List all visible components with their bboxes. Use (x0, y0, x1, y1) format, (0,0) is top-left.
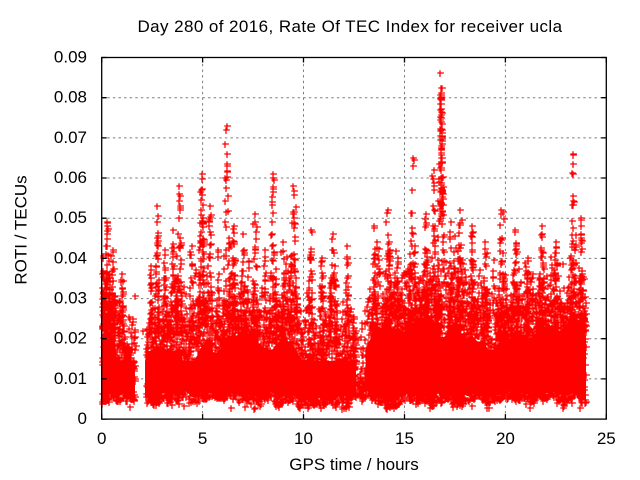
svg-text:0.02: 0.02 (54, 329, 87, 348)
svg-text:20: 20 (496, 429, 515, 448)
svg-text:0.04: 0.04 (54, 248, 87, 267)
svg-text:10: 10 (294, 429, 313, 448)
svg-text:ROTI / TECUs: ROTI / TECUs (12, 175, 31, 284)
svg-text:0: 0 (78, 409, 87, 428)
svg-text:0.06: 0.06 (54, 168, 87, 187)
svg-text:0.09: 0.09 (54, 48, 87, 67)
svg-text:GPS time / hours: GPS time / hours (289, 455, 418, 474)
svg-text:0.05: 0.05 (54, 208, 87, 227)
svg-text:5: 5 (198, 429, 207, 448)
svg-text:0: 0 (97, 429, 106, 448)
svg-text:0.07: 0.07 (54, 128, 87, 147)
svg-text:Day 280 of 2016, Rate Of TEC I: Day 280 of 2016, Rate Of TEC Index for r… (137, 17, 562, 36)
svg-text:0.08: 0.08 (54, 88, 87, 107)
svg-text:25: 25 (597, 429, 616, 448)
svg-text:15: 15 (395, 429, 414, 448)
svg-text:0.01: 0.01 (54, 369, 87, 388)
svg-text:0.03: 0.03 (54, 289, 87, 308)
